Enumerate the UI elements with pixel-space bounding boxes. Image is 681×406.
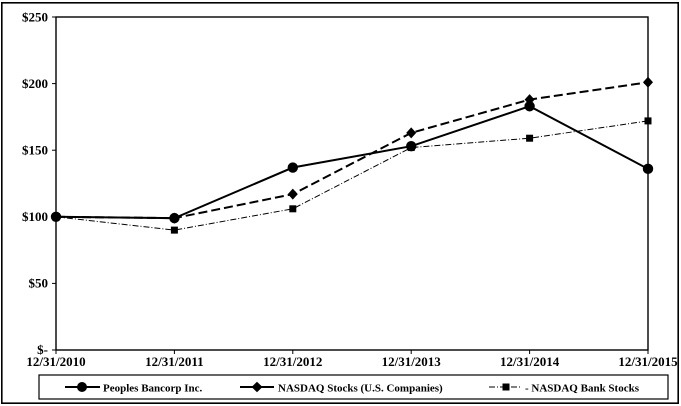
svg-text:12/31/2011: 12/31/2011 bbox=[145, 354, 204, 369]
svg-text:12/31/2014: 12/31/2014 bbox=[500, 354, 560, 369]
svg-text:12/31/2013: 12/31/2013 bbox=[382, 354, 442, 369]
svg-text:$50: $50 bbox=[29, 276, 49, 291]
svg-text:Peoples Bancorp Inc.: Peoples Bancorp Inc. bbox=[103, 383, 203, 395]
svg-text:12/31/2012: 12/31/2012 bbox=[263, 354, 322, 369]
svg-text:NASDAQ Stocks (U.S. Companies): NASDAQ Stocks (U.S. Companies) bbox=[278, 383, 443, 395]
svg-text:12/31/2010: 12/31/2010 bbox=[26, 354, 85, 369]
svg-text:$100: $100 bbox=[22, 209, 48, 224]
svg-text:$150: $150 bbox=[22, 143, 48, 158]
svg-text:- NASDAQ Bank Stocks: - NASDAQ Bank Stocks bbox=[525, 383, 640, 395]
svg-text:$200: $200 bbox=[22, 76, 48, 91]
svg-text:$250: $250 bbox=[22, 10, 48, 25]
svg-text:12/31/2015: 12/31/2015 bbox=[618, 354, 678, 369]
